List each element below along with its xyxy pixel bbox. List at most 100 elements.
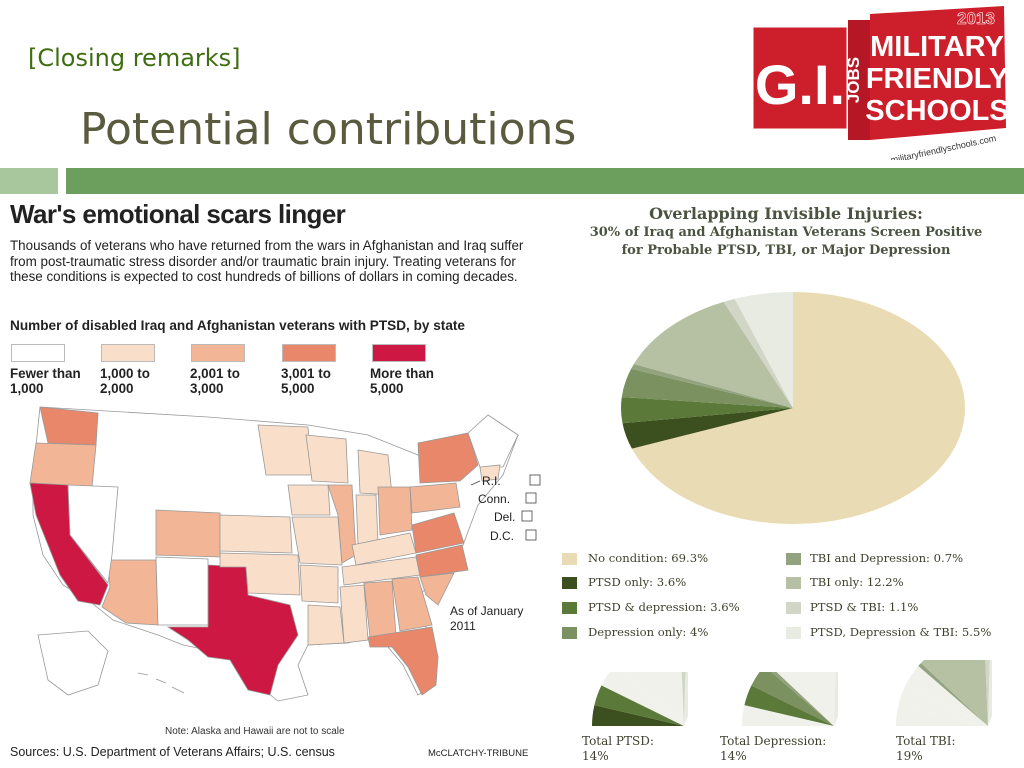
state-louisiana: [307, 604, 345, 646]
state-hawaii: [137, 672, 185, 694]
logo-line2: FRIENDLY: [866, 63, 1008, 95]
legend-item-1-l2: 1,000: [10, 381, 44, 396]
mini-value-tbi: 19%: [896, 749, 923, 763]
pie-slice-tbi-only: [633, 301, 793, 408]
pie-legend-swatch-tbi-only: [786, 577, 801, 589]
legend-item-5-l1: More than: [370, 366, 434, 381]
callout-ri: R.I.: [482, 474, 501, 488]
legend-swatch-3: [191, 344, 245, 362]
state-mississippi: [339, 584, 369, 644]
callout-conn: Conn.: [478, 492, 510, 506]
mini-pie-ptsd: [592, 672, 688, 726]
legend-item-4: 3,001 to 5,000: [281, 366, 331, 396]
state-texas: [166, 564, 299, 696]
legend-item-3-l2: 3,000: [190, 381, 224, 396]
pie-legend-swatch-ptsd-only: [562, 577, 577, 589]
mini-slice-ptsd-tbi: [681, 672, 686, 726]
legend-swatch-2: [101, 344, 155, 362]
mini-slice-depression-only: [751, 672, 834, 726]
mini-pie-tbi: [896, 660, 992, 726]
mini-label-tbi: Total TBI: 19%: [896, 734, 956, 764]
pie-slice-tbi-and-depression: [631, 363, 793, 408]
credit-label: McCLATCHY-TRIBUNE: [428, 748, 529, 759]
pie-slice-ptsd-depression: [621, 397, 793, 424]
state-north-carolina: [415, 544, 469, 578]
mini-slice-ptsd-tbi: [831, 672, 836, 726]
pie-subheading-2: for Probable PTSD, TBI, or Major Depress…: [621, 243, 951, 258]
pie-slice-depression-only: [621, 368, 793, 408]
legend-item-1-l1: Fewer than: [10, 366, 81, 381]
legend-item-1: Fewer than 1,000: [10, 366, 81, 396]
pie-legend-label-ptsd-depression-tbi: PTSD, Depression & TBI: 5.5%: [810, 625, 992, 639]
mini-title-depression: Total Depression:: [720, 734, 827, 748]
logo-jobs: JOBS: [844, 57, 863, 103]
pie-legend-swatch-depression-only: [562, 627, 577, 639]
map-note: Note: Alaska and Hawaii are not to scale: [165, 726, 345, 737]
state-colorado: [155, 509, 221, 558]
state-oregon: [29, 442, 97, 488]
pie-legend-label-no-condition: No condition: 69.3%: [588, 551, 709, 565]
us-ptsd-map: R.I. Conn. Del. D.C.: [29, 406, 541, 702]
legend-swatch-4: [282, 344, 336, 362]
pie-legend-label-tbi-only: TBI only: 12.2%: [810, 575, 904, 589]
pie-legend-label-ptsd-depression: PTSD & depression: 3.6%: [588, 600, 740, 614]
state-illinois: [327, 484, 357, 564]
mini-slice-depression-only: [905, 665, 988, 726]
mini-pie-depression: [742, 672, 838, 726]
state-new-york: [417, 432, 479, 484]
pie-legend-swatch-ptsd-tbi: [786, 602, 801, 614]
logo-year: 2013: [957, 9, 995, 28]
mini-slice-tbi-only: [776, 672, 834, 726]
state-arkansas: [299, 564, 339, 604]
legend-swatch-5: [372, 344, 426, 362]
state-alaska: [37, 630, 109, 696]
pie-subheading-1: 30% of Iraq and Afghanistan Veterans Scr…: [589, 225, 983, 240]
infographic-subtitle: Number of disabled Iraq and Afghanistan …: [10, 318, 465, 333]
military-friendly-schools-logo: G.I. JOBS MILITARY FRIENDLY SCHOOLS 2013…: [750, 6, 1009, 160]
state-oklahoma: [219, 552, 301, 596]
infographic-title: War's emotional scars linger: [10, 199, 346, 229]
legend-item-3-l1: 2,001 to: [190, 366, 240, 381]
legend-item-5: More than 5,000: [370, 366, 434, 396]
mini-slice-ptsd-only: [742, 705, 834, 726]
mini-label-depression: Total Depression: 14%: [720, 734, 826, 764]
mini-slice-ptsd-only: [592, 705, 684, 726]
state-alabama: [363, 580, 397, 638]
mini-value-ptsd: 14%: [582, 749, 609, 763]
legend-item-5-l2: 5,000: [370, 381, 404, 396]
state-iowa: [287, 484, 331, 516]
mini-label-ptsd: Total PTSD: 14%: [582, 734, 654, 764]
callout-del: Del.: [494, 510, 515, 524]
legend-swatch-1: [11, 344, 65, 362]
pie-slice-ptsd-tbi: [723, 298, 793, 408]
infographic-description: Thousands of veterans who have returned …: [10, 238, 524, 285]
pie-legend-label-ptsd-only: PTSD only: 3.6%: [588, 575, 687, 589]
mini-slice-ptsd-depression: [898, 685, 988, 726]
logo-url: militaryfriendlyschools.com: [890, 133, 997, 160]
divider-bar-right: [66, 168, 1024, 194]
pie-legend-label-depression-only: Depression only: 4%: [588, 625, 709, 639]
pie-heading: Overlapping Invisible Injuries:: [649, 204, 923, 223]
mini-slice-ptsd-tbi: [985, 660, 990, 726]
legend-item-4-l1: 3,001 to: [281, 366, 331, 381]
state-georgia: [391, 576, 433, 632]
sources-label: Sources: U.S. Department of Veterans Aff…: [10, 745, 335, 759]
callout-dc: D.C.: [490, 529, 514, 543]
state-pennsylvania: [409, 482, 461, 514]
mini-title-ptsd: Total PTSD:: [582, 734, 654, 748]
pie-slice-ptsd-only: [622, 408, 793, 449]
state-florida: [367, 626, 439, 696]
pie-legend-swatch-tbi-and-depression: [786, 553, 801, 565]
as-of-line1: As of January: [450, 604, 524, 618]
mini-slice-depression-only: [601, 672, 684, 726]
as-of-label: As of January 2011: [450, 604, 540, 634]
state-new-england: [467, 414, 519, 468]
pie-legend-swatch-ptsd-depression: [562, 602, 577, 614]
mini-slice-tbi-and-depression: [621, 672, 684, 726]
legend-item-3: 2,001 to 3,000: [190, 366, 240, 396]
mini-slice-ptsd-depression: [744, 685, 834, 726]
state-virginia: [411, 512, 465, 554]
mini-value-depression: 14%: [720, 749, 747, 763]
section-label: [Closing remarks]: [28, 44, 241, 72]
legend-item-2: 1,000 to 2,000: [100, 366, 150, 396]
